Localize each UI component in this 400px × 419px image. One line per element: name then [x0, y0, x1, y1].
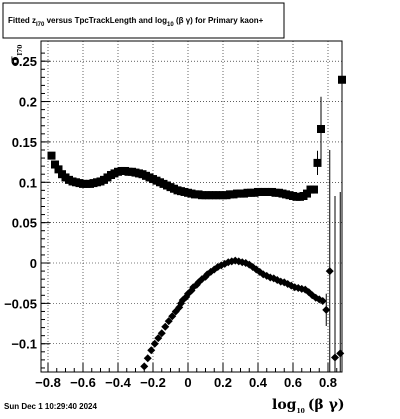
chart-title: Fitted zI70 versus TpcTrackLength and lo… — [8, 16, 264, 28]
data-point-square — [51, 160, 59, 169]
data-point-square — [310, 185, 318, 194]
y-tick-label: −0.1 — [11, 337, 37, 352]
y-tick-label: −0.05 — [4, 296, 37, 311]
data-point-square — [47, 151, 56, 160]
plot-frame — [40, 40, 343, 373]
data-point-square — [317, 124, 325, 133]
y-axis-title: σI70 — [7, 45, 24, 66]
data-point-diamond — [147, 346, 156, 355]
data-point-square — [54, 165, 63, 174]
axis-ticks — [41, 52, 338, 372]
y-tick-label: 0.25 — [12, 54, 37, 69]
x-tick-label: 0 — [184, 375, 191, 390]
data-point-square — [303, 189, 311, 198]
data-point-diamond — [140, 362, 149, 371]
data-point-diamond — [168, 312, 177, 321]
data-point-diamond — [325, 267, 334, 276]
timestamp: Sun Dec 1 10:29:40 2024 — [4, 402, 97, 411]
y-tick-label: 0.1 — [19, 175, 37, 190]
title-box: Fitted zI70 versus TpcTrackLength and lo… — [2, 2, 285, 39]
y-tick-label: 0.15 — [12, 135, 37, 150]
y-tick-label: 0 — [30, 256, 37, 271]
x-tick-label: −0.8 — [35, 375, 61, 390]
data-point-diamond — [161, 322, 170, 331]
x-axis-title: log10 (β γ) — [272, 397, 344, 414]
data-point-diamond — [336, 349, 345, 358]
data-point-diamond — [150, 339, 159, 348]
data-point-diamond — [164, 317, 173, 326]
data-points — [47, 75, 346, 371]
data-point-diamond — [318, 296, 327, 305]
y-tick-label: 0.05 — [12, 216, 37, 231]
x-tick-label: −0.2 — [140, 375, 166, 390]
data-point-diamond — [154, 334, 163, 343]
x-tick-label: −0.4 — [105, 375, 131, 390]
x-tick-label: 0.4 — [249, 375, 268, 390]
grid — [41, 41, 342, 372]
data-point-diamond — [143, 354, 152, 363]
data-point-square — [313, 158, 322, 167]
x-tick-label: 0.8 — [319, 375, 337, 390]
data-point-diamond — [157, 329, 166, 338]
y-tick-label: 0.2 — [19, 95, 37, 110]
x-tick-label: 0.2 — [214, 375, 232, 390]
data-point-square — [338, 75, 346, 84]
data-point-diamond — [331, 353, 339, 362]
x-tick-label: 0.6 — [284, 375, 302, 390]
data-point-diamond — [322, 305, 331, 314]
tick-labels: −0.8 −0.6 −0.4 −0.2 0 0.2 0.4 0.6 0.8 −0.1 −0.05 0 0… — [4, 54, 337, 390]
x-tick-label: −0.6 — [70, 375, 96, 390]
